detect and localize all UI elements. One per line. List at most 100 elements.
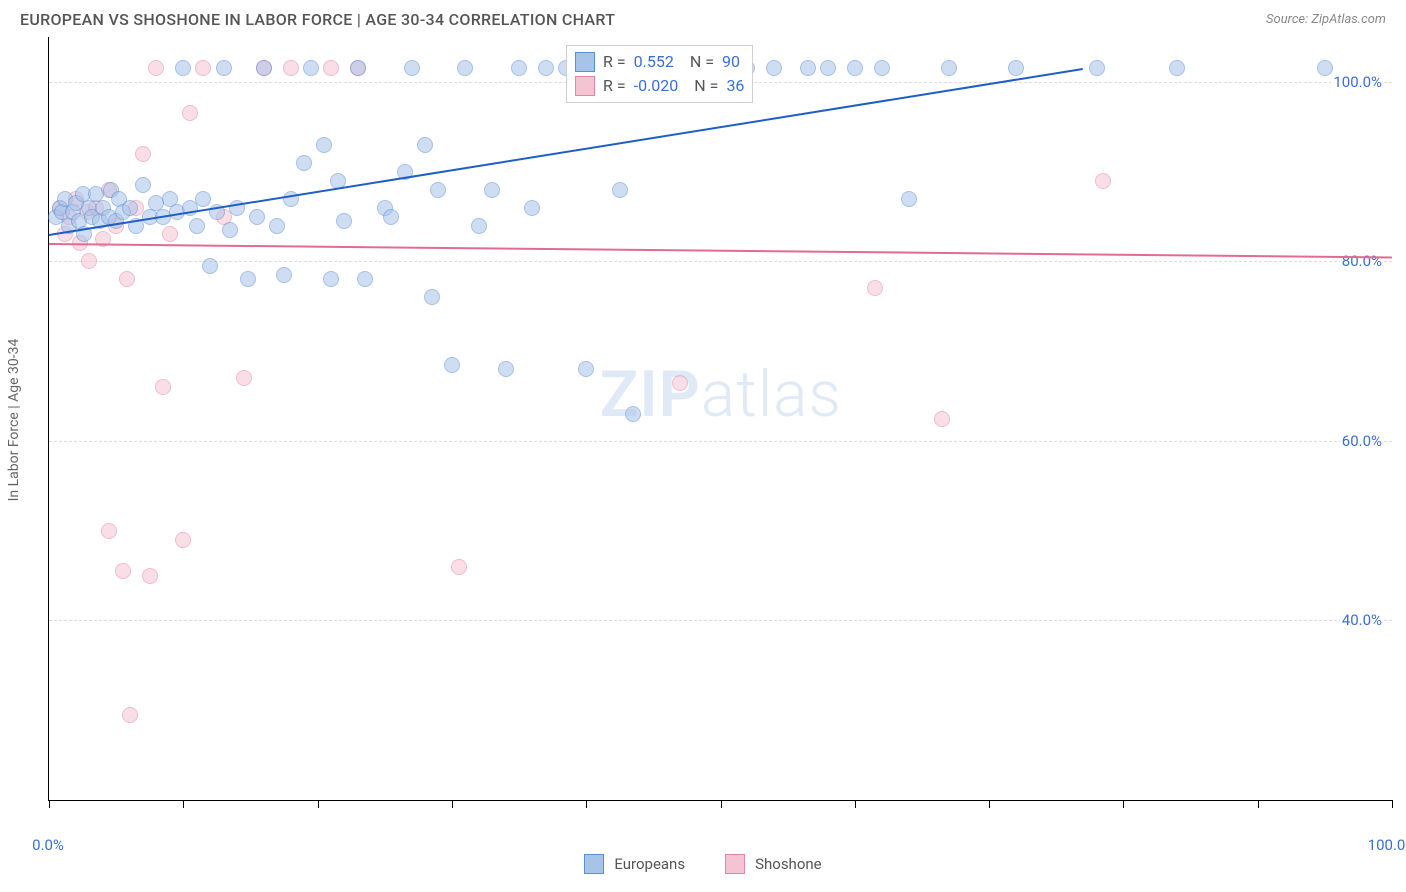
legend-swatch — [584, 854, 604, 874]
gridline — [49, 261, 1392, 262]
data-point — [498, 361, 514, 377]
data-point — [350, 60, 366, 76]
stats-n-label: N = — [694, 76, 718, 95]
data-point — [269, 218, 285, 234]
legend-item: Shoshone — [725, 854, 822, 874]
stats-r-value: -0.020 — [634, 76, 679, 95]
chart-source: Source: ZipAtlas.com — [1266, 12, 1386, 27]
legend-swatch — [725, 854, 745, 874]
x-tick — [318, 800, 319, 808]
data-point — [303, 60, 319, 76]
x-tick — [1123, 800, 1124, 808]
gridline — [49, 441, 1392, 442]
data-point — [612, 182, 628, 198]
data-point — [148, 60, 164, 76]
data-point — [336, 213, 352, 229]
data-point — [195, 191, 211, 207]
data-point — [524, 200, 540, 216]
data-point — [236, 370, 252, 386]
x-tick — [586, 800, 587, 808]
data-point — [1317, 60, 1333, 76]
data-point — [847, 60, 863, 76]
data-point — [538, 60, 554, 76]
data-point — [672, 375, 688, 391]
data-point — [444, 357, 460, 373]
data-point — [296, 155, 312, 171]
data-point — [195, 60, 211, 76]
chart-plot-area: 40.0%60.0%80.0%100.0% ZIPatlas R =0.552N… — [48, 37, 1392, 801]
chart-title: EUROPEAN VS SHOSHONE IN LABOR FORCE | AG… — [20, 10, 615, 29]
data-point — [142, 568, 158, 584]
data-point — [189, 218, 205, 234]
data-point — [202, 258, 218, 274]
data-point — [874, 60, 890, 76]
data-point — [276, 267, 292, 283]
data-point — [119, 271, 135, 287]
y-tick-label: 40.0% — [1340, 611, 1384, 629]
data-point — [162, 226, 178, 242]
data-point — [323, 60, 339, 76]
data-point — [430, 182, 446, 198]
stats-row: R =0.552N =90 — [575, 50, 744, 74]
data-point — [1089, 60, 1105, 76]
data-point — [820, 60, 836, 76]
gridline — [49, 620, 1392, 621]
data-point — [424, 289, 440, 305]
data-point — [122, 200, 138, 216]
data-point — [283, 191, 299, 207]
data-point — [867, 280, 883, 296]
x-tick — [989, 800, 990, 808]
x-tick — [49, 800, 50, 808]
data-point — [135, 146, 151, 162]
data-point — [1169, 60, 1185, 76]
data-point — [941, 60, 957, 76]
data-point — [222, 222, 238, 238]
stats-n-value: 36 — [726, 76, 744, 95]
data-point — [283, 60, 299, 76]
data-point — [175, 60, 191, 76]
data-point — [216, 60, 232, 76]
data-point — [1008, 60, 1024, 76]
stats-n-value: 90 — [722, 52, 740, 71]
legend-swatch — [575, 52, 595, 72]
data-point — [249, 209, 265, 225]
legend-label: Shoshone — [755, 855, 822, 873]
data-point — [1095, 173, 1111, 189]
data-point — [316, 137, 332, 153]
data-point — [457, 60, 473, 76]
data-point — [115, 563, 131, 579]
legend-label: Europeans — [614, 855, 685, 873]
x-tick — [452, 800, 453, 808]
data-point — [182, 105, 198, 121]
y-axis-label: In Labor Force | Age 30-34 — [6, 339, 22, 502]
legend-item: Europeans — [584, 854, 685, 874]
data-point — [451, 559, 467, 575]
data-point — [383, 209, 399, 225]
data-point — [101, 523, 117, 539]
stats-r-label: R = — [603, 76, 626, 95]
data-point — [323, 271, 339, 287]
y-tick-label: 60.0% — [1340, 432, 1384, 450]
x-tick — [721, 800, 722, 808]
x-tick — [1258, 800, 1259, 808]
data-point — [471, 218, 487, 234]
x-tick — [855, 800, 856, 808]
chart-header: EUROPEAN VS SHOSHONE IN LABOR FORCE | AG… — [0, 0, 1406, 37]
legend-swatch — [575, 76, 595, 96]
x-tick-label: 100.0% — [1368, 836, 1406, 854]
x-tick — [1392, 800, 1393, 808]
data-point — [81, 253, 97, 269]
data-point — [256, 60, 272, 76]
y-tick-label: 100.0% — [1331, 73, 1384, 91]
data-point — [578, 361, 594, 377]
data-point — [766, 60, 782, 76]
data-point — [357, 271, 373, 287]
data-point — [800, 60, 816, 76]
data-point — [901, 191, 917, 207]
data-point — [417, 137, 433, 153]
chart-legend: Europeans Shoshone — [0, 854, 1406, 874]
x-tick — [183, 800, 184, 808]
x-axis-labels: 0.0%100.0% — [48, 836, 1392, 856]
stats-r-label: R = — [603, 52, 626, 71]
correlation-stats-box: R =0.552N =90R =-0.020N =36 — [566, 45, 753, 103]
